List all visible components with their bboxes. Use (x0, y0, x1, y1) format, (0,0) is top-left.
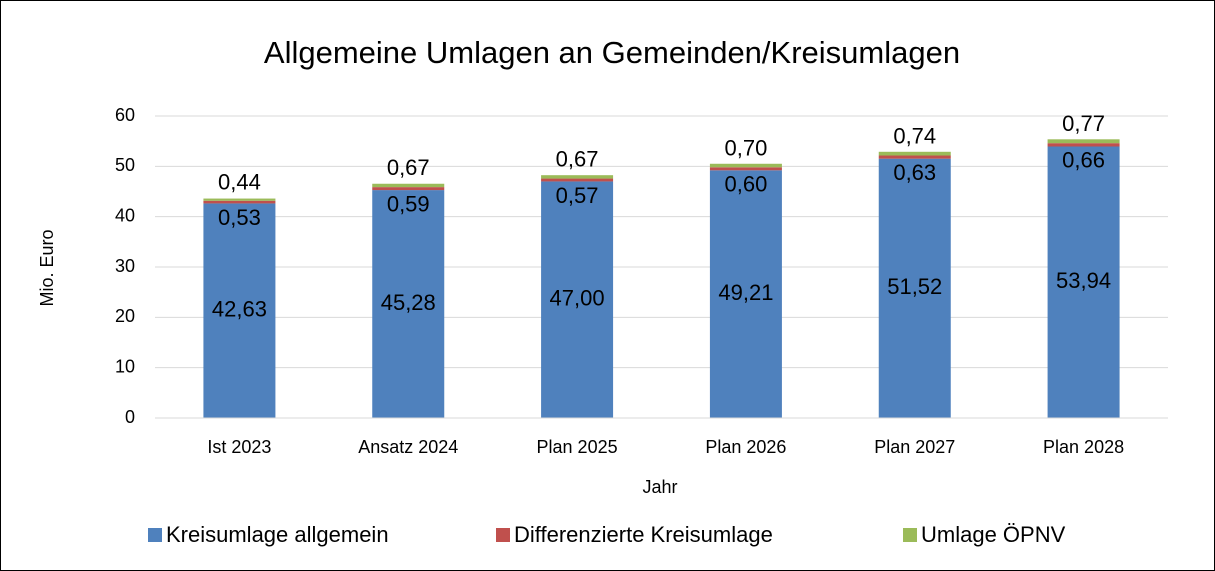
bar-segment (541, 178, 614, 182)
x-tick-label: Plan 2028 (1043, 437, 1124, 457)
data-label: 45,28 (381, 290, 436, 315)
legend-swatch (903, 528, 917, 542)
data-label: 0,53 (218, 205, 261, 230)
data-label: 53,94 (1056, 268, 1111, 293)
bar-segment (878, 158, 951, 418)
data-label: 47,00 (550, 286, 605, 311)
data-label: 0,67 (387, 155, 430, 180)
data-label: 0,77 (1062, 111, 1105, 136)
chart-title: Allgemeine Umlagen an Gemeinden/Kreisuml… (264, 35, 960, 70)
bar-segment (372, 187, 445, 191)
y-tick-label: 50 (115, 155, 135, 175)
bar-segment (878, 151, 951, 156)
legend-swatch (496, 528, 510, 542)
bar-segment (1047, 143, 1120, 147)
y-tick-label: 20 (115, 306, 135, 326)
x-tick-label: Plan 2026 (705, 437, 786, 457)
bar-segment (541, 181, 614, 418)
data-label: 0,59 (387, 191, 430, 216)
legend-label: Umlage ÖPNV (921, 522, 1066, 547)
data-label: 0,66 (1062, 148, 1105, 173)
bar-segment (372, 183, 445, 188)
y-axis-title: Mio. Euro (37, 229, 57, 306)
x-tick-label: Plan 2025 (537, 437, 618, 457)
data-label: 51,52 (887, 274, 942, 299)
bar-segment (203, 200, 276, 204)
data-label: 0,63 (893, 160, 936, 185)
data-label: 0,67 (556, 147, 599, 172)
bar-segment (203, 198, 276, 201)
x-tick-label: Ansatz 2024 (358, 437, 458, 457)
data-label: 49,21 (718, 280, 773, 305)
y-tick-label: 0 (125, 407, 135, 427)
bar-segment (541, 175, 614, 179)
bar-segment (709, 170, 782, 418)
y-tick-label: 60 (115, 105, 135, 125)
data-label: 0,60 (725, 172, 768, 197)
bar-segment (1047, 146, 1120, 418)
data-label: 0,70 (725, 135, 768, 160)
x-axis-title: Jahr (642, 477, 677, 497)
x-tick-label: Plan 2027 (874, 437, 955, 457)
data-label: 0,44 (218, 169, 261, 194)
bar-segment (372, 190, 445, 418)
bar-segment (203, 203, 276, 418)
legend-label: Differenzierte Kreisumlage (514, 522, 773, 547)
y-tick-label: 10 (115, 356, 135, 376)
x-tick-label: Ist 2023 (207, 437, 271, 457)
y-tick-label: 40 (115, 205, 135, 225)
data-label: 42,63 (212, 297, 267, 322)
legend-swatch (148, 528, 162, 542)
bar-segment (878, 155, 951, 159)
legend-label: Kreisumlage allgemein (166, 522, 389, 547)
data-label: 0,57 (556, 183, 599, 208)
bar-segment (709, 163, 782, 168)
y-tick-label: 30 (115, 256, 135, 276)
bar-segment (709, 167, 782, 171)
bar-segment (1047, 139, 1120, 144)
data-label: 0,74 (893, 123, 936, 148)
